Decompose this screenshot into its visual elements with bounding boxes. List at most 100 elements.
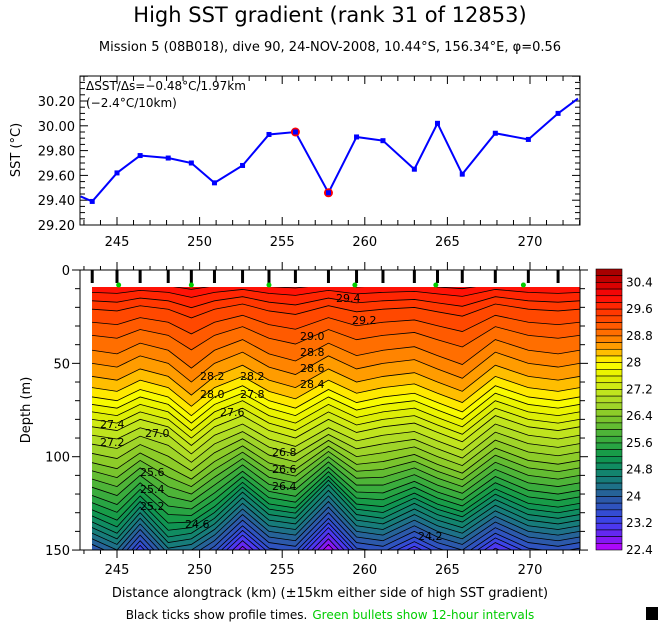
- x-tick-label: 250: [187, 563, 212, 578]
- colorbar-label: 23.2: [626, 516, 653, 530]
- sst-data-point: [114, 170, 120, 176]
- colorbar-band: [595, 496, 623, 504]
- footer-black-text: Black ticks show profile times.: [126, 608, 308, 622]
- sst-axis-label: SST (°C): [9, 123, 24, 177]
- isotherm-line: [92, 375, 580, 407]
- contour-label: 25.6: [140, 466, 165, 479]
- colorbar-band: [595, 369, 623, 377]
- isotherm-line: [131, 517, 580, 550]
- colorbar-label: 28: [626, 356, 641, 370]
- colorbar-band: [595, 435, 623, 444]
- colorbar-band: [595, 322, 623, 330]
- y-tick-label: 29.40: [38, 194, 75, 209]
- colorbar-band: [595, 382, 623, 390]
- colorbar-band: [595, 462, 623, 471]
- contour-label: 25.2: [140, 500, 165, 513]
- isotherm-line: [322, 543, 335, 550]
- isotherm-line: [139, 527, 513, 550]
- colorbar-label: 24.8: [626, 463, 653, 477]
- y-tick-label: 30.20: [38, 95, 75, 110]
- colorbar-band: [595, 275, 623, 283]
- colorbar-band: [595, 342, 623, 350]
- colorbar-band: [595, 268, 623, 276]
- contour-label: 27.2: [100, 436, 125, 449]
- colorbar: 30.4 29.6 28.8 28 27.2 26.4 25.6 24.8 24 23.2 22.4: [595, 268, 653, 557]
- colorbar-band: [595, 429, 623, 437]
- isotherm-line: [92, 326, 580, 351]
- temperature-contour-field: [92, 287, 580, 550]
- footer-note: Black ticks show profile times. Green bul…: [126, 608, 535, 622]
- isotherm-line: [92, 456, 580, 495]
- colorbar-label: 25.6: [626, 436, 653, 450]
- contour-label: 29.4: [336, 292, 361, 305]
- sst-line: [80, 97, 579, 203]
- colorbar-band: [595, 456, 623, 464]
- subtitle: Mission 5 (08B018), dive 90, 24-NOV-2008…: [99, 40, 561, 55]
- contour-label: 28.8: [300, 346, 325, 359]
- twelve-hour-bullet: [116, 282, 122, 288]
- contour-label: 28.2: [200, 370, 225, 383]
- contour-label: 29.2: [352, 314, 377, 327]
- sst-data-point: [325, 190, 331, 196]
- contour-label: 25.4: [140, 483, 165, 496]
- colorbar-label: 28.8: [626, 329, 653, 343]
- isotherm-line: [92, 289, 580, 298]
- colorbar-label: 29.6: [626, 302, 653, 316]
- colorbar-band: [595, 415, 623, 424]
- twelve-hour-bullet: [433, 282, 439, 288]
- isotherm-line: [231, 532, 501, 550]
- x-tick-label: 265: [435, 563, 460, 578]
- sst-data-point: [555, 110, 561, 116]
- sst-data-point: [354, 134, 360, 140]
- x-tick-label: 265: [435, 235, 460, 250]
- colorbar-band: [595, 543, 623, 551]
- isotherm-line: [92, 461, 580, 502]
- isotherm-line: [92, 445, 580, 480]
- isotherm-line: [92, 495, 580, 549]
- colorbar-band: [595, 489, 623, 497]
- page-title: High SST gradient (rank 31 of 12853): [133, 3, 526, 27]
- colorbar-band: [595, 522, 623, 531]
- isotherm-line: [92, 466, 580, 510]
- colorbar-band: [595, 328, 623, 337]
- isotherm-line: [92, 364, 580, 396]
- sst-data-point: [211, 180, 217, 186]
- contour-label: 27.6: [220, 406, 245, 419]
- isotherm-line: [92, 479, 580, 531]
- contour-label: 27.0: [145, 427, 170, 440]
- sst-data-point: [492, 130, 498, 136]
- colorbar-band: [595, 395, 623, 404]
- contour-band: [322, 544, 334, 550]
- isotherm-line: [92, 423, 580, 455]
- colorbar-band: [595, 449, 623, 457]
- isotherm-line: [92, 431, 580, 463]
- colorbar-band: [595, 302, 623, 310]
- x-tick-label: 260: [352, 563, 377, 578]
- isotherm-line: [92, 450, 580, 488]
- x-tick-label: 255: [270, 563, 295, 578]
- colorbar-band: [595, 529, 623, 537]
- y-tick-label: 0: [62, 264, 70, 279]
- colorbar-band: [595, 516, 623, 524]
- colorbar-band: [595, 422, 623, 430]
- isotherm-line: [238, 538, 340, 550]
- isotherm-line: [92, 392, 580, 424]
- colorbar-label: 26.4: [626, 409, 653, 423]
- isotherm-line: [92, 512, 580, 550]
- sst-data-point: [137, 153, 143, 159]
- colorbar-band: [595, 389, 623, 397]
- black-square-marker: [646, 607, 658, 620]
- colorbar-band: [595, 502, 623, 511]
- sst-data-point: [188, 160, 194, 166]
- sst-data-point: [411, 166, 417, 172]
- x-tick-label: 255: [270, 235, 295, 250]
- y-tick-label: 29.80: [38, 145, 75, 160]
- sst-panel: 245 250 255 260 265 270 29.20 29.40 29.60 29.80 30…: [38, 75, 581, 250]
- contour-label: 27.8: [240, 388, 265, 401]
- contour-label: 29.0: [300, 330, 325, 343]
- isotherm-line: [92, 500, 580, 550]
- colorbar-band: [595, 536, 623, 544]
- colorbar-band: [595, 409, 623, 417]
- isotherm-line: [92, 314, 580, 335]
